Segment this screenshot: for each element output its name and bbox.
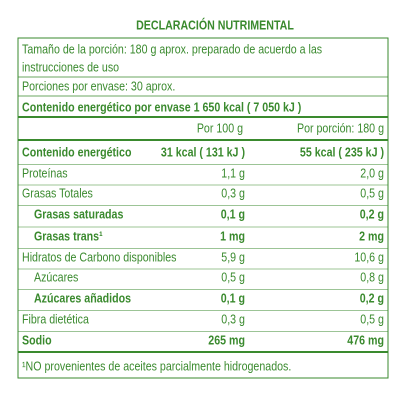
title: DECLARACIÓN NUTRIMENTAL [136, 16, 294, 32]
row-value-serving: 0,2 g [360, 206, 384, 221]
row-value-serving: 10,6 g [354, 249, 384, 264]
row-value-serving: 0,5 g [360, 311, 384, 326]
serving-size: instrucciones de uso [22, 59, 119, 74]
row-value-serving: 0,2 g [360, 290, 384, 305]
energy-per-package: Contenido energético por envase 1 650 kc… [22, 99, 301, 114]
row-label: Azúcares [34, 269, 78, 284]
row-value-serving: 0,8 g [360, 269, 384, 284]
row-value-serving: 2,0 g [360, 165, 384, 180]
row-label: Azúcares añadidos [34, 290, 131, 305]
serving-size: Tamaño de la porción: 180 g aprox. prepa… [22, 41, 322, 56]
servings-per-package: Porciones por envase: 30 aprox. [22, 78, 175, 93]
label-border [17, 37, 389, 379]
row-value-100g: 0,3 g [221, 185, 245, 200]
row-value-100g: 0,3 g [221, 311, 245, 326]
row-label: Grasas trans¹ [34, 228, 103, 243]
row-value-serving: 55 kcal ( 235 kJ ) [300, 144, 384, 159]
row-value-100g: 5,9 g [221, 249, 245, 264]
row-value-100g: 1,1 g [221, 165, 245, 180]
footnote: ¹NO provenientes de aceites parcialmente… [22, 358, 291, 373]
row-label: Fibra dietética [22, 311, 89, 326]
row-label: Sodio [22, 332, 52, 347]
row-label: Hidratos de Carbono disponibles [22, 249, 177, 264]
row-label: Grasas Totales [22, 185, 93, 200]
row-label: Contenido energético [22, 144, 131, 159]
row-value-100g: 0,1 g [221, 206, 245, 221]
row-value-serving: 0,5 g [360, 185, 384, 200]
column-header: Por 100 g [197, 120, 243, 135]
row-value-100g: 0,5 g [221, 269, 245, 284]
row-label: Grasas saturadas [34, 206, 124, 221]
row-label: Proteínas [22, 165, 68, 180]
row-value-100g: 1 mg [220, 228, 245, 243]
row-value-100g: 31 kcal ( 131 kJ ) [161, 144, 245, 159]
row-value-serving: 476 mg [347, 332, 384, 347]
row-value-100g: 265 mg [208, 332, 245, 347]
row-value-100g: 0,1 g [221, 290, 245, 305]
column-header: Por porción: 180 g [297, 120, 384, 135]
row-value-serving: 2 mg [359, 228, 384, 243]
